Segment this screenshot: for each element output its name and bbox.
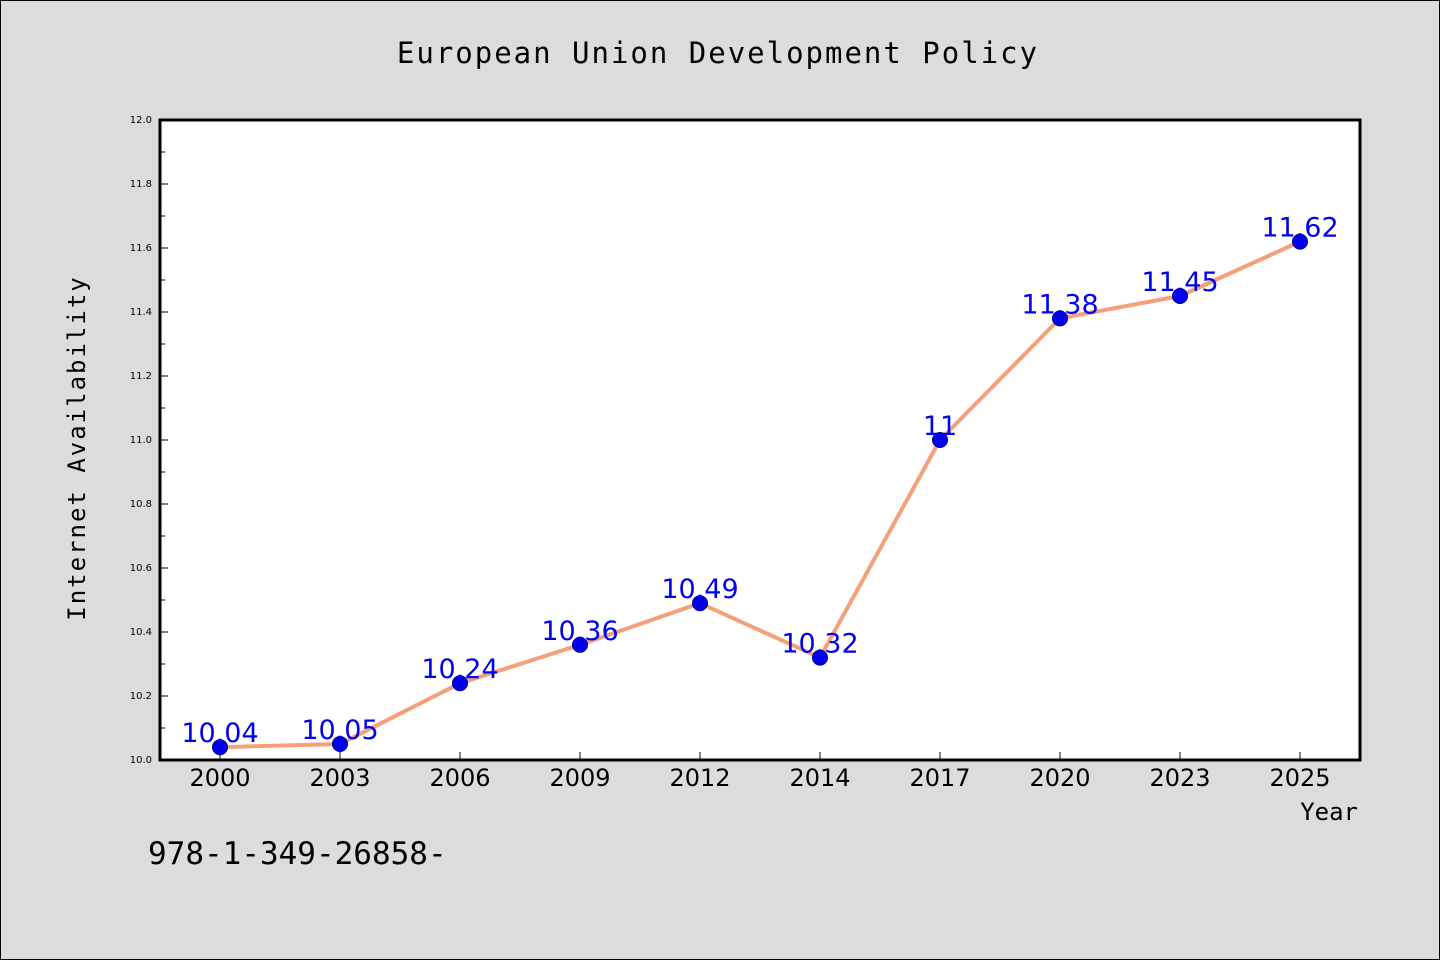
x-tick-label: 2017: [909, 764, 970, 792]
chart-title: European Union Development Policy: [397, 36, 1039, 70]
y-tick-label: 11.4: [130, 307, 152, 318]
data-point: [212, 739, 228, 756]
data-label: 11.62: [1261, 213, 1338, 244]
y-axis-label: Internet Availability: [63, 275, 91, 620]
data-point: [692, 595, 708, 612]
x-tick-label: 2023: [1149, 764, 1210, 792]
data-point: [332, 736, 348, 752]
data-point: [1172, 288, 1188, 304]
x-tick-label: 2014: [789, 764, 850, 792]
data-label: 10.24: [421, 654, 498, 685]
y-tick-label: 10.6: [130, 563, 152, 574]
y-tick-label: 12.0: [130, 115, 152, 126]
data-point: [1292, 233, 1308, 250]
data-point: [1052, 310, 1068, 327]
data-point: [812, 649, 828, 666]
y-tick-label: 11.8: [130, 179, 152, 190]
y-tick-label: 11.0: [130, 435, 152, 446]
x-tick-label: 2003: [309, 764, 370, 792]
y-tick-label: 11.6: [130, 243, 152, 254]
x-axis: 2000 2003 2006 2009 2012 2014 2017 2020 2023 2025: [189, 752, 1331, 792]
data-point: [452, 675, 468, 692]
plot-area: [160, 120, 1360, 760]
y-tick-label: 10.8: [130, 499, 152, 510]
data-label: 10.05: [301, 715, 378, 746]
x-tick-label: 2006: [429, 764, 490, 792]
plot-frame: [158, 118, 1362, 762]
footer-text: 978-1-349-26858-: [148, 836, 447, 872]
x-tick-label: 2000: [189, 764, 250, 792]
series-line: [219, 239, 1301, 750]
data-point: [572, 636, 588, 653]
x-axis-label: Year: [1300, 798, 1358, 826]
x-tick-label: 2020: [1029, 764, 1090, 792]
x-tick-label: 2012: [669, 764, 730, 792]
data-label: 11.45: [1141, 267, 1218, 298]
data-label: 10.36: [541, 616, 618, 647]
y-axis: 10.0 10.2 10.4 10.6 10.8 11.0 11.2 11.4 11.6 11.8…: [130, 115, 168, 766]
data-label: 11.38: [1021, 289, 1098, 320]
data-label: 10.49: [661, 574, 738, 605]
y-tick-label: 11.2: [130, 371, 152, 382]
data-label: 10.04: [181, 718, 258, 749]
data-point: [932, 432, 948, 448]
data-label: 10.32: [781, 629, 858, 660]
data-label: 11: [923, 411, 957, 442]
y-tick-label: 10.0: [130, 755, 152, 766]
x-tick-label: 2009: [549, 764, 610, 792]
y-tick-label: 10.2: [130, 691, 152, 702]
y-tick-label: 10.4: [130, 627, 152, 638]
x-tick-label: 2025: [1269, 764, 1330, 792]
series-layer: 10.04 10.05 10.24 10.36 10.49 10.32 11 11.38 11.…: [181, 213, 1339, 756]
